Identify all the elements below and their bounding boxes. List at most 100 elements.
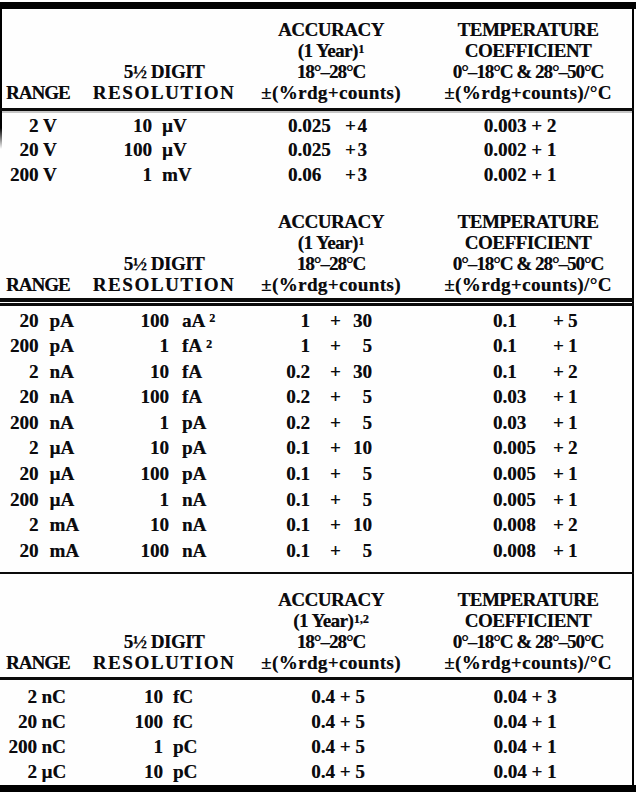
accuracy-counts: 5 [350,487,372,513]
range-value: 20 [0,138,39,163]
spec-row: 200nC1pC0.4 + 50.04 + 1 [0,734,636,759]
accuracy-header-units: ±(%rdg+counts) [231,82,431,103]
range-value: 2 [0,512,39,538]
resolution-unit-text: nA [182,489,206,510]
range-value: 2 [0,684,37,709]
range-unit: nC [42,709,66,734]
range-value: 20 [0,709,37,734]
resolution-unit: fC [173,684,193,709]
tempco-header-line: 0°–18°C & 28°–50°C [420,631,636,652]
coulombs-table-rows: 2nC10fC0.4 + 50.04 + 320nC100fC0.4 + 50.… [0,684,636,784]
tempco-counts: 1 [562,461,578,487]
range-value: 20 [0,538,39,564]
resolution-value: 10 [109,512,169,538]
range-value: 200 [0,410,39,436]
resolution-unit: pA [182,435,206,461]
range-value: 2 [0,435,39,461]
resolution-unit: nA [182,512,206,538]
accuracy-counts: 5 [350,461,372,487]
tempco-counts: 2 [562,435,578,461]
resolution-unit-text: fA [182,386,202,407]
column-header-resolution: 5½ DIGITRESOLUTION [75,253,253,295]
resolution-unit: pC [173,734,197,759]
resolution-unit: µV [162,138,187,163]
tempco-counts: 1 [562,384,578,410]
accuracy-value: 1 [250,308,310,334]
accuracy-value: 0.2 [250,384,310,410]
resolution-value: 1 [109,487,169,513]
accuracy-header-year-line: (1 Year)1 [231,232,431,253]
resolution-value: 10 [109,435,169,461]
tempco-counts: 1 [562,487,578,513]
accuracy-value: 0.1 [250,487,310,513]
coulombs-header-rule [0,677,634,680]
range-unit: mA [50,538,80,564]
range-value: 200 [0,333,39,359]
resolution-unit-text: pA [182,412,206,433]
tempco-value: 0.005 [493,435,536,461]
accuracy-counts: 10 [350,512,372,538]
resolution-unit: nA [182,538,206,564]
accuracy-footnote-marker: 1 [358,234,364,248]
resolution-unit: aA2 [182,308,215,334]
accuracy-counts: 10 [350,435,372,461]
range-unit: µA [50,487,75,513]
tempco-header-line: TEMPERATURE [420,589,636,610]
accuracy-value: 0.06 [288,163,321,188]
tempco-header-line: TEMPERATURE [420,211,636,232]
column-header-accuracy: ACCURACY(1 Year)118°–28°C±(%rdg+counts) [231,19,431,103]
page-top-border [0,2,636,10]
spec-row: 2nC10fC0.4 + 50.04 + 3 [0,684,636,709]
accuracy-counts: 5 [350,333,372,359]
tempco-spec: 0.04 + 1 [419,759,631,784]
resolution-unit-text: aA [182,310,205,331]
column-header-accuracy: ACCURACY(1 Year)1,218°–28°C±(%rdg+counts… [231,589,431,673]
resolution-header-line: RESOLUTION [75,82,253,103]
tempco-counts: 1 [562,333,578,359]
accuracy-plus-sign: + [330,333,341,359]
accuracy-value: 0.1 [250,512,310,538]
accuracy-header-units: ±(%rdg+counts) [231,274,431,295]
resolution-value: 1 [103,734,163,759]
resolution-unit-text: fC [173,686,193,707]
accuracy-header-temp-range: 18°–28°C [231,631,431,652]
spec-row: 2µC10pC0.4 + 50.04 + 1 [0,759,636,784]
tempco-spec: 0.04 + 1 [419,709,631,734]
tempco-counts: 2 [562,359,578,385]
resolution-unit: pA [182,461,206,487]
tempco-value: 0.1 [493,359,517,385]
volts-table-rows: 2V10µV0.025+40.003 + 220V100µV0.025+30.0… [0,114,636,188]
accuracy-plus-sign: + [330,410,341,436]
resolution-unit-text: µV [162,139,187,160]
accuracy-value: 0.1 [250,461,310,487]
accuracy-counts: 5 [350,410,372,436]
resolution-value: 10 [103,684,163,709]
range-value: 2 [0,114,39,139]
accuracy-header-units: ±(%rdg+counts) [231,652,431,673]
accuracy-header-temp-range: 18°–28°C [231,253,431,274]
accuracy-counts: 5 [350,538,372,564]
accuracy-plus-sign: + [330,461,341,487]
accuracy-footnote-marker: 1,2 [354,612,369,626]
tempco-counts: 2 [562,512,578,538]
spec-row: 200pA1fA21+50.1+1 [0,333,636,359]
tempco-counts: 1 [562,410,578,436]
resolution-footnote-marker: 2 [206,337,212,351]
accuracy-header-title: ACCURACY [231,589,431,610]
tempco-value: 0.008 [493,512,536,538]
tempco-header-line: ±(%rdg+counts)/°C [420,274,636,295]
tempco-spec: 0.04 + 3 [419,684,631,709]
tempco-spec: 0.002 + 1 [420,163,620,188]
column-header-resolution: 5½ DIGITRESOLUTION [75,631,253,673]
resolution-value: 100 [109,461,169,487]
tempco-spec: 0.04 + 1 [419,734,631,759]
resolution-unit-text: mV [162,164,192,185]
accuracy-plus-sign: + [330,512,341,538]
spec-row: 2nA10fA0.2+300.1+2 [0,359,636,385]
tempco-counts: 1 [562,538,578,564]
accuracy-plus-sign: + [330,487,341,513]
column-header-tempco: TEMPERATURECOEFFICIENT0°–18°C & 28°–50°C… [420,19,636,103]
tempco-spec: 0.002 + 1 [420,138,620,163]
range-unit: µA [50,435,75,461]
tempco-value: 0.005 [493,487,536,513]
